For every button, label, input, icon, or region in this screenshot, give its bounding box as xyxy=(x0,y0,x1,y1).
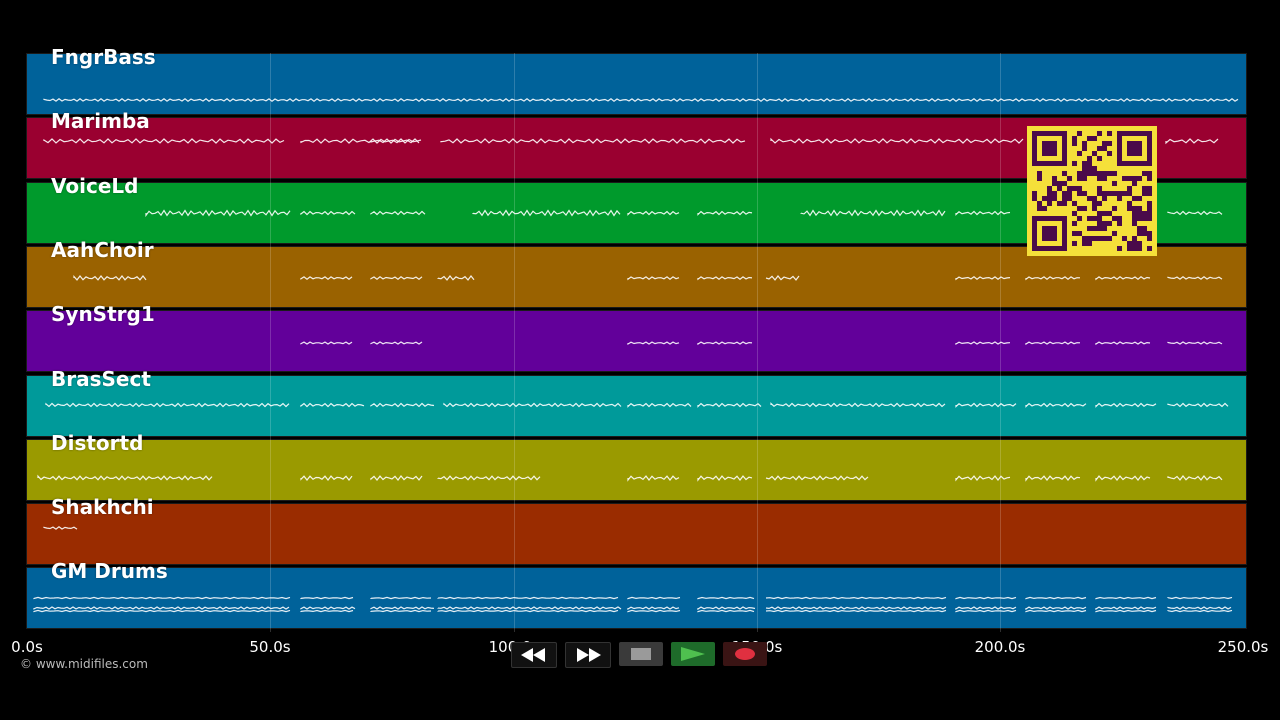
track-name: VoiceLd xyxy=(51,173,139,198)
track-lane-0[interactable]: FngrBass xyxy=(26,45,1247,115)
fast-forward-button[interactable] xyxy=(565,642,611,668)
rewind-icon xyxy=(521,648,545,662)
time-tick-label: 50.0s xyxy=(249,638,291,656)
track-name: Distortd xyxy=(51,430,144,455)
track-name: Shakhchi xyxy=(51,495,154,520)
track-name: SynStrg1 xyxy=(51,302,155,327)
transport-controls xyxy=(511,642,767,670)
track-lane-4[interactable]: SynStrg1 xyxy=(26,302,1247,373)
grid-line xyxy=(1000,53,1001,632)
play-icon xyxy=(681,647,705,661)
track-name: BrasSect xyxy=(51,366,151,391)
play-button[interactable] xyxy=(671,642,715,666)
track-lane-8[interactable]: GM Drums xyxy=(26,559,1247,630)
copyright-text: © www.midifiles.com xyxy=(20,657,148,671)
track-name: FngrBass xyxy=(51,45,156,69)
stop-button[interactable] xyxy=(619,642,663,666)
grid-line xyxy=(757,53,758,632)
track-lane-6[interactable]: Distortd xyxy=(26,431,1247,501)
rewind-button[interactable] xyxy=(511,642,557,668)
track-name: Marimba xyxy=(51,109,150,134)
record-button[interactable] xyxy=(723,642,767,666)
stop-icon xyxy=(631,648,651,660)
grid-line xyxy=(270,53,271,632)
grid-line xyxy=(514,53,515,632)
time-tick-label: 250.0s xyxy=(1217,638,1269,656)
track-lane-7[interactable]: Shakhchi xyxy=(26,495,1247,566)
track-lane-5[interactable]: BrasSect xyxy=(26,367,1247,437)
track-name: GM Drums xyxy=(51,559,168,584)
time-tick-label: 0.0s xyxy=(11,638,43,656)
record-icon xyxy=(735,648,755,660)
qr-code xyxy=(1027,126,1157,256)
fast-forward-icon xyxy=(577,648,601,662)
time-tick-label: 200.0s xyxy=(974,638,1026,656)
track-name: AahChoir xyxy=(51,237,154,262)
